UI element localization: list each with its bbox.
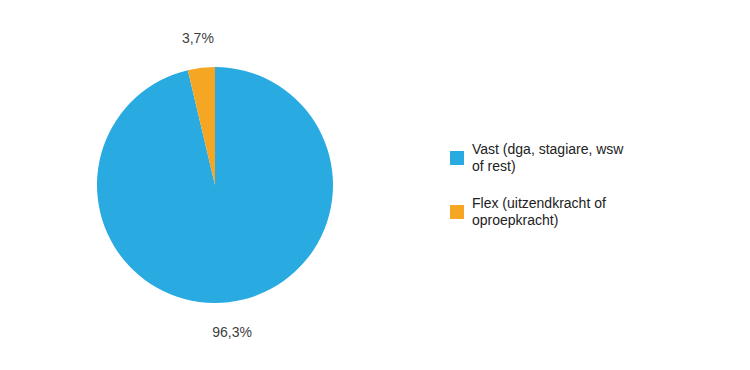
legend-item: Flex (uitzendkracht ofoproepkracht): [450, 195, 606, 228]
pie-slice: [97, 67, 333, 303]
legend-label: Flex (uitzendkracht ofoproepkracht): [472, 195, 606, 228]
legend-swatch: [450, 205, 464, 219]
pie: [97, 67, 333, 303]
data-label: 3,7%: [182, 30, 214, 46]
data-label: 96,3%: [212, 324, 252, 340]
data-labels: 96,3% 3,7%: [182, 30, 252, 339]
legend-label: Vast (dga, stagiare, wswof rest): [472, 141, 624, 174]
legend-item: Vast (dga, stagiare, wswof rest): [450, 141, 624, 174]
chart: 96,3% 3,7% Vast (dga, stagiare, wswof rest…: [0, 0, 750, 370]
pie-slice: [188, 67, 215, 185]
legend-swatch: [450, 151, 464, 165]
legend: Vast (dga, stagiare, wswof rest) Flex (ui…: [450, 141, 624, 228]
